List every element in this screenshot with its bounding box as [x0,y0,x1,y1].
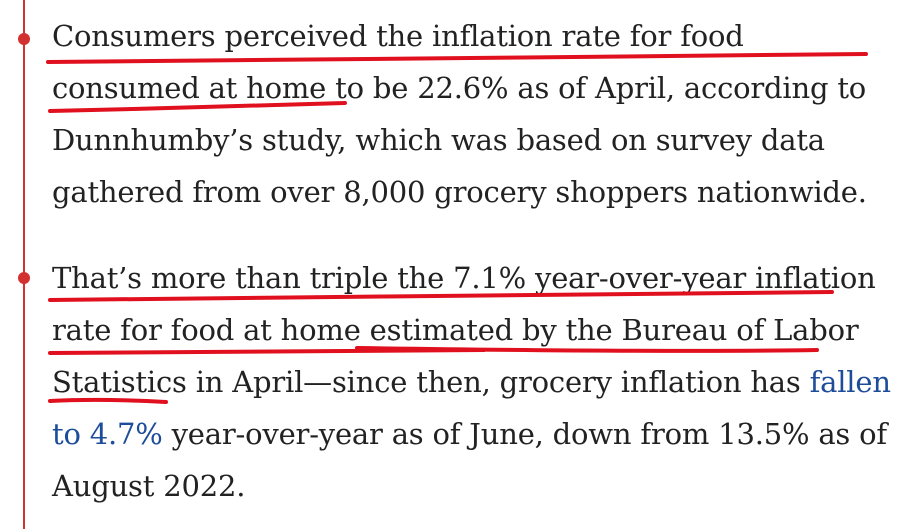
bullet-text-2: That’s more than triple the 7.1% year-ov… [52,252,892,512]
bullet-text-2-after-link: year-over-year as of June, down from 13.… [52,417,887,503]
timeline-line [23,0,25,529]
bullet-text-2-before-link: That’s more than triple the 7.1% year-ov… [52,261,876,399]
bullet-text-1: Consumers perceived the inflation rate f… [52,19,867,209]
bullet-dot [18,33,30,45]
fallen-to-link[interactable]: fallen to 4.7% [52,365,891,451]
bullet-dot [18,272,30,284]
